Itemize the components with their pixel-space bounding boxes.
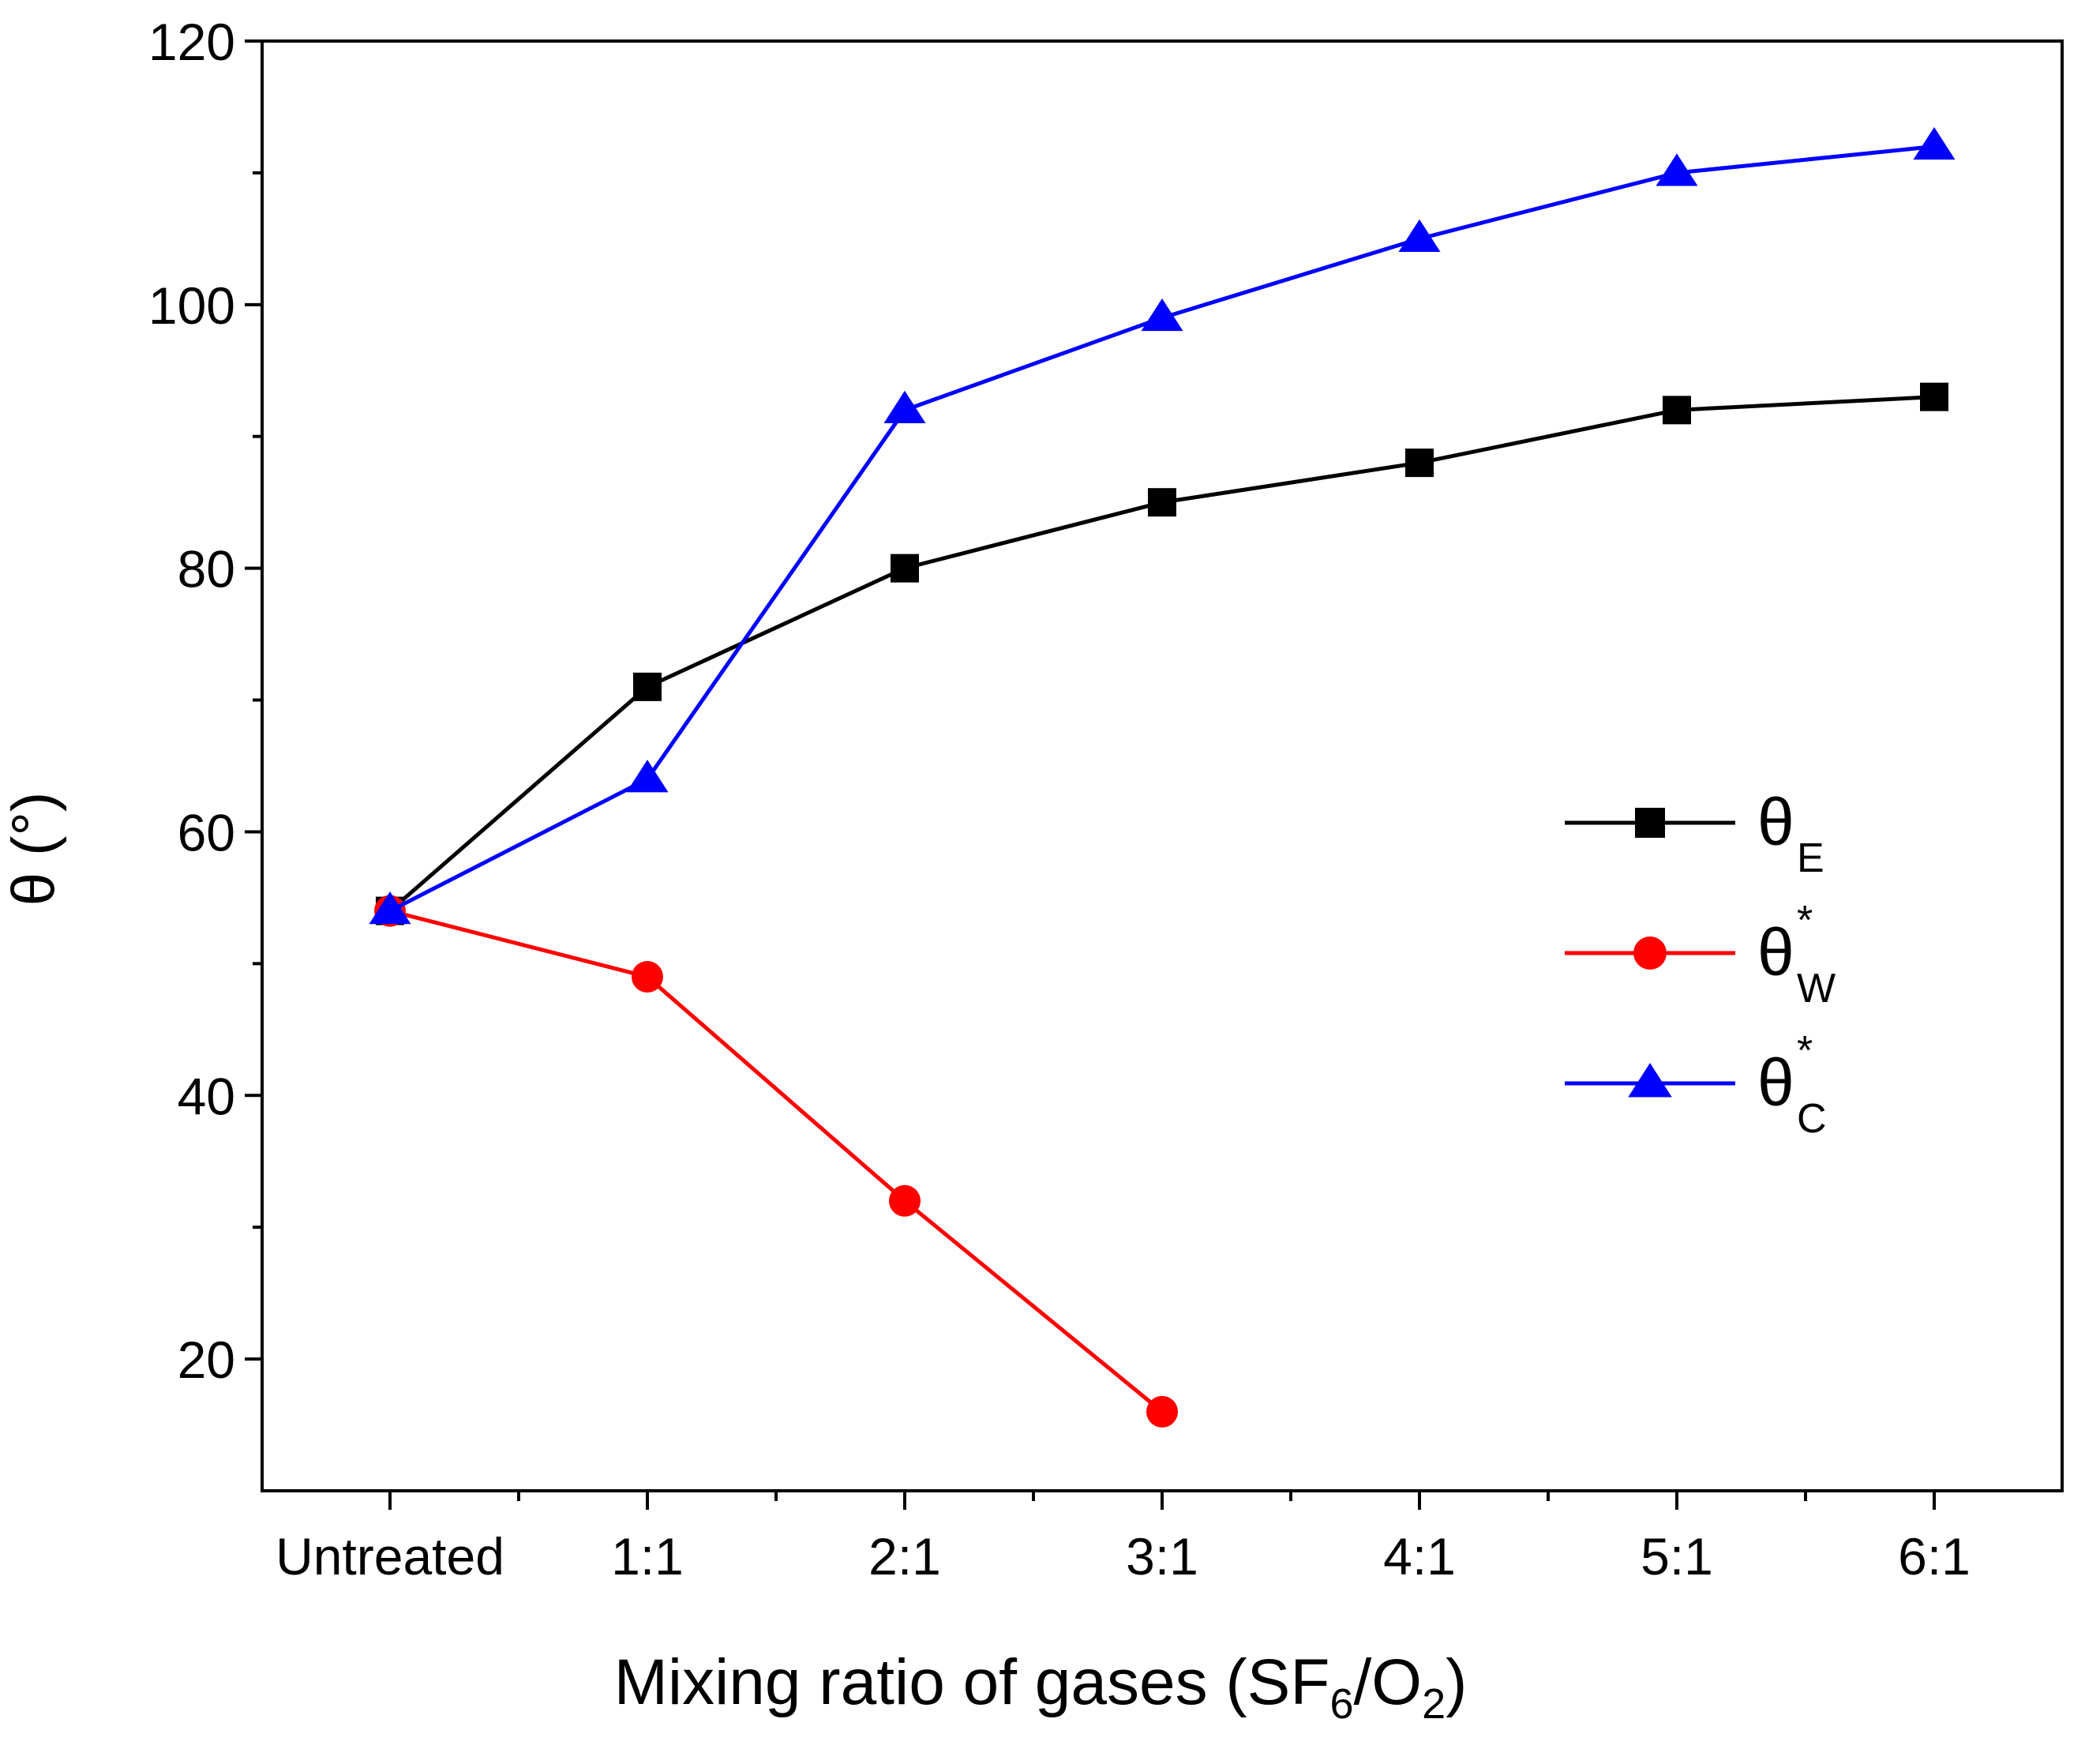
data-point <box>891 554 919 583</box>
x-axis-label-end: ) <box>1446 1646 1467 1718</box>
y-tick-label: 80 <box>178 540 235 599</box>
y-tick-label: 20 <box>178 1331 235 1389</box>
legend-marker <box>1635 808 1665 838</box>
legend-item: θE <box>1565 785 1824 881</box>
x-axis-label: Mixing ratio of gases (SF6/O2) <box>614 1646 1468 1728</box>
x-tick-label: 5:1 <box>1641 1527 1713 1586</box>
data-point <box>1405 449 1434 478</box>
data-point <box>369 891 411 925</box>
data-point <box>633 672 662 701</box>
series-line <box>389 909 1164 1413</box>
data-point <box>626 760 669 793</box>
y-tick-label: 40 <box>178 1067 235 1125</box>
data-point <box>1663 396 1691 425</box>
data-point <box>632 961 663 993</box>
legend-label: θ* W <box>1757 898 1836 1011</box>
data-point <box>1398 219 1441 252</box>
x-tick-label: 1:1 <box>611 1527 684 1586</box>
x-tick-label: 6:1 <box>1898 1527 1971 1586</box>
data-point <box>1656 153 1698 186</box>
x-axis-label-sub1: 6 <box>1329 1680 1353 1728</box>
x-tick-label: 2:1 <box>868 1527 941 1586</box>
y-tick-label: 100 <box>148 276 235 335</box>
data-point <box>1146 1395 1178 1428</box>
series-circle <box>374 895 1178 1428</box>
legend-marker <box>1628 1063 1672 1098</box>
series-line <box>388 144 1935 913</box>
x-tick-label: 3:1 <box>1126 1527 1198 1586</box>
legend-label: θ* C <box>1757 1028 1827 1142</box>
x-tick-label: 4:1 <box>1383 1527 1456 1586</box>
data-point <box>883 390 926 423</box>
y-tick-label: 60 <box>178 803 235 861</box>
data-point <box>1913 126 1956 160</box>
x-axis-label-main: Mixing ratio of gases (SF <box>614 1646 1330 1718</box>
legend-label: θE <box>1757 785 1824 881</box>
x-axis-label-mid: /O <box>1354 1646 1423 1718</box>
x-axis-label-sub2: 2 <box>1422 1680 1446 1728</box>
legend-item: θ* W <box>1565 898 1836 1011</box>
series-triangle <box>369 126 1956 925</box>
legend-item: θ* C <box>1565 1028 1827 1142</box>
plot-frame <box>261 39 2064 1492</box>
data-point <box>889 1184 921 1217</box>
legend-marker <box>1633 936 1667 970</box>
data-point <box>1141 298 1183 332</box>
data-point <box>1920 382 1948 411</box>
y-axis-label: θ (°) <box>0 792 67 906</box>
y-tick-label: 120 <box>148 13 235 71</box>
series-line <box>388 395 1935 913</box>
data-point <box>1148 488 1176 517</box>
x-tick-label: Untreated <box>276 1527 504 1586</box>
series-square <box>376 382 1948 925</box>
